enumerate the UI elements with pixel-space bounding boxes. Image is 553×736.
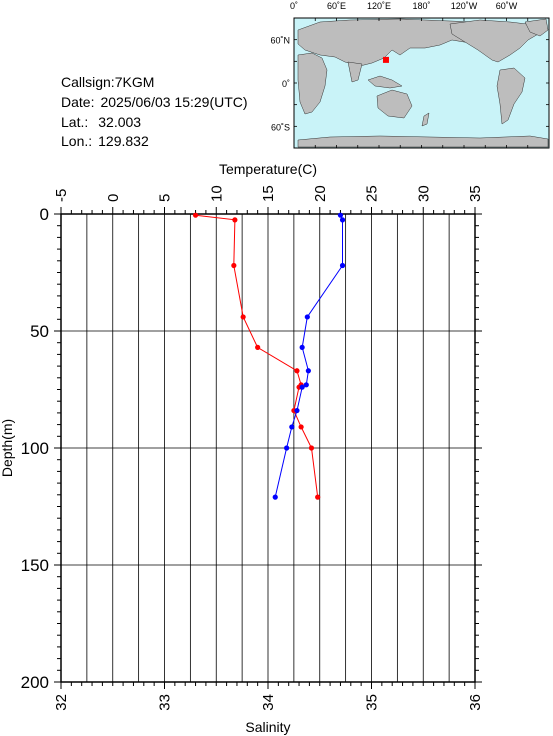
salinity-tick-label: 34 [260, 694, 277, 711]
temperature-tick-label: 30 [415, 185, 432, 202]
land-greenland [524, 18, 549, 37]
data-point-salinity [337, 212, 344, 218]
world-map: 0˚ 60˚E 120˚E 180˚ 120˚W 60˚W 60˚N 0˚ 60˚S [270, 1, 550, 149]
data-point-temperature [315, 494, 321, 500]
lon-line: Lon.: 129.832 [61, 133, 149, 149]
depth-tick-label: 100 [21, 439, 49, 458]
map-longitude-label: 60˚W [496, 1, 518, 11]
data-point-temperature [294, 368, 300, 374]
map-latitude-label: 60˚N [270, 36, 290, 46]
land-indonesia [367, 75, 403, 89]
temperature-tick-label: 25 [364, 185, 381, 202]
salinity-tick-label: 32 [53, 694, 70, 711]
map-latitude-label: 60˚S [271, 122, 290, 132]
station-info: Callsign:7KGM Date: 2025/06/03 15:29(UTC)… [61, 74, 248, 149]
data-point-salinity [289, 424, 295, 430]
data-point-salinity [294, 407, 300, 414]
axis-ticks [54, 207, 482, 689]
data-point-salinity [272, 494, 278, 500]
land-new-zealand [421, 112, 430, 127]
land-south-america [496, 67, 526, 125]
land-antarctica [297, 135, 549, 148]
data-point-salinity [299, 344, 305, 350]
depth-tick-label: 200 [21, 673, 49, 692]
land-india [347, 61, 363, 83]
salinity-tick-label: 36 [467, 694, 484, 711]
temperature-tick-label: 35 [467, 185, 484, 202]
map-longitude-label: 180˚ [412, 1, 430, 11]
salinity-axis-label: Salinity [245, 719, 290, 735]
data-point-salinity [304, 314, 310, 320]
map-landmasses [297, 18, 549, 148]
data-series [192, 212, 346, 500]
salinity-tick-label: 35 [364, 694, 381, 711]
data-point-salinity [339, 262, 346, 269]
depth-tick-label: 0 [40, 205, 49, 224]
depth-tick-label: 150 [21, 556, 49, 575]
salinity-tick-labels: 32 33 34 35 36 [53, 694, 484, 711]
depth-axis-label: Depth(m) [0, 419, 15, 477]
series-line-temperature [195, 214, 319, 498]
data-point-temperature [231, 262, 237, 269]
station-location-marker [382, 56, 389, 63]
temperature-tick-label: -5 [53, 189, 70, 202]
map-longitude-labels: 0˚ 60˚E 120˚E 180˚ 120˚W 60˚W [290, 1, 518, 11]
data-point-salinity [303, 382, 309, 388]
temperature-tick-label: 20 [312, 185, 329, 202]
land-north-america [449, 19, 541, 63]
lat-line: Lat.: 32.003 [61, 114, 141, 130]
map-longitude-label: 120˚E [367, 1, 391, 11]
data-point-temperature [255, 344, 261, 350]
land-australia [376, 89, 413, 119]
temperature-tick-labels: -5 0 5 10 15 20 25 30 35 [53, 185, 484, 202]
map-latitude-label: 0˚ [282, 79, 290, 89]
data-point-salinity [339, 217, 346, 223]
data-point-temperature [298, 424, 304, 430]
profile-chart: -5 0 5 10 15 20 25 30 35 32 33 34 35 36 0 50 100 150 200… [0, 161, 484, 735]
map-longitude-label: 0˚ [290, 1, 298, 11]
salinity-tick-label: 33 [157, 694, 174, 711]
land-africa [297, 52, 328, 115]
series-line-salinity [274, 215, 343, 498]
data-point-temperature [240, 314, 246, 320]
temperature-tick-label: 10 [208, 185, 225, 202]
data-point-salinity [299, 384, 305, 390]
temperature-tick-label: 0 [105, 194, 122, 202]
callsign-line: Callsign:7KGM [61, 74, 154, 90]
temperature-tick-label: 15 [260, 185, 277, 202]
map-tick-marks [293, 18, 550, 148]
map-longitude-label: 60˚E [327, 1, 346, 11]
data-point-temperature [232, 217, 238, 223]
map-latitude-labels: 60˚N 0˚ 60˚S [270, 36, 290, 133]
data-point-temperature [192, 212, 199, 218]
depth-tick-labels: 0 50 100 150 200 [21, 205, 49, 692]
data-point-salinity [305, 368, 311, 374]
data-point-salinity [284, 445, 290, 451]
date-line: Date: 2025/06/03 15:29(UTC) [61, 94, 248, 110]
map-longitude-label: 120˚W [451, 1, 478, 11]
temperature-axis-label: Temperature(C) [219, 161, 317, 177]
chart-grid [61, 214, 475, 682]
depth-tick-label: 50 [30, 322, 49, 341]
data-point-temperature [308, 445, 315, 451]
temperature-tick-label: 5 [157, 194, 174, 202]
